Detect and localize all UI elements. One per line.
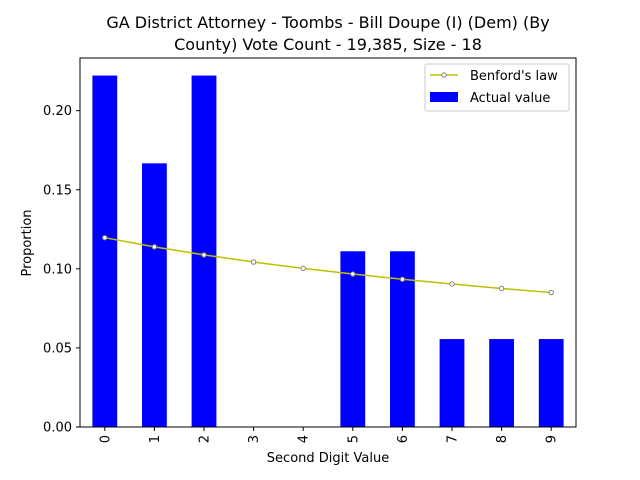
benford-point-5 bbox=[350, 271, 356, 277]
y-tick-label-4: 0.20 bbox=[43, 104, 72, 119]
x-tick-label-6: 6 bbox=[396, 435, 411, 443]
x-axis-label: Second Digit Value bbox=[267, 451, 389, 466]
x-tick-label-0: 0 bbox=[98, 435, 113, 443]
y-tick-label-2: 0.10 bbox=[43, 262, 72, 277]
bar-0 bbox=[92, 75, 118, 427]
axes bbox=[79, 57, 577, 428]
x-tick-label-1: 1 bbox=[148, 435, 163, 443]
benford-point-7 bbox=[449, 281, 455, 287]
benford-point-9 bbox=[548, 289, 554, 296]
chart-title-line-1: GA District Attorney - Toombs - Bill Dou… bbox=[106, 13, 549, 32]
x-tick-label-2: 2 bbox=[198, 435, 213, 443]
benford-point-0 bbox=[102, 234, 108, 241]
benford-point-4 bbox=[300, 265, 306, 272]
legend-bar-swatch bbox=[430, 92, 458, 102]
x-tick-label-9: 9 bbox=[545, 435, 560, 443]
benford-point-3 bbox=[250, 259, 257, 265]
benford-point-1 bbox=[151, 244, 158, 250]
bars bbox=[92, 75, 564, 427]
y-axis-label: Proportion bbox=[20, 209, 35, 276]
axes-frame bbox=[79, 57, 577, 428]
x-ticks: 0 1 2 3 4 5 6 7 8 9 bbox=[98, 427, 560, 443]
y-ticks: 0.00 0.05 0.10 0.15 0.20 bbox=[43, 104, 80, 436]
y-tick-label-1: 0.05 bbox=[43, 341, 72, 356]
x-tick-label-8: 8 bbox=[495, 435, 510, 443]
bar-8 bbox=[489, 339, 514, 427]
bar-2 bbox=[191, 75, 217, 427]
x-tick-label-7: 7 bbox=[446, 435, 461, 443]
legend-label-benford: Benford's law bbox=[470, 69, 558, 84]
x-tick-label-3: 3 bbox=[247, 435, 262, 443]
bar-1 bbox=[142, 163, 167, 427]
y-tick-label-3: 0.15 bbox=[43, 183, 72, 198]
benford-point-6 bbox=[399, 276, 406, 282]
x-tick-label-4: 4 bbox=[297, 435, 312, 443]
legend-box bbox=[424, 63, 570, 112]
legend-line-marker bbox=[441, 72, 447, 78]
legend-label-actual: Actual value bbox=[470, 91, 550, 106]
y-tick-label-0: 0.00 bbox=[43, 421, 72, 436]
bar-7 bbox=[439, 339, 465, 427]
benford-line bbox=[102, 234, 554, 296]
chart-title-line-2: County) Vote Count - 19,385, Size - 18 bbox=[174, 35, 482, 54]
legend: Benford's law Actual value bbox=[424, 63, 570, 112]
benford-point-2 bbox=[201, 252, 207, 258]
bar-5 bbox=[340, 251, 366, 427]
benford-point-8 bbox=[498, 285, 505, 292]
bar-9 bbox=[538, 339, 564, 427]
benford-line-path bbox=[104, 236, 552, 294]
x-tick-label-5: 5 bbox=[346, 435, 361, 443]
